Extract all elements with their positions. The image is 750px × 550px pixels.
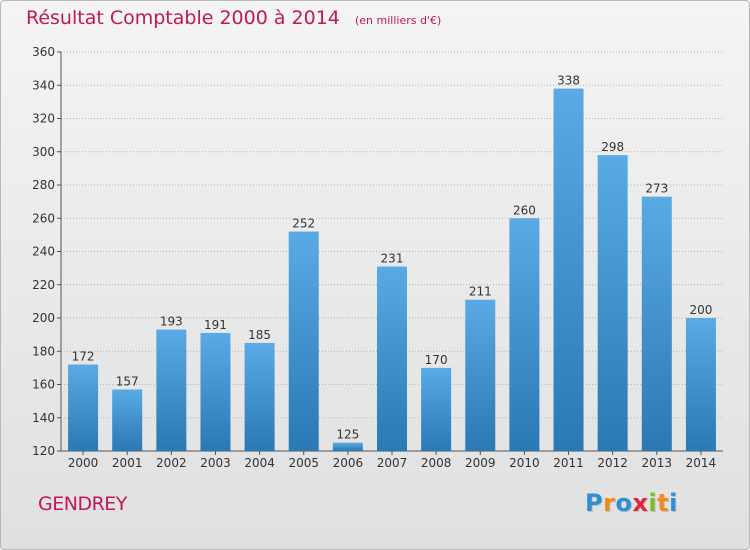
bar — [377, 266, 407, 451]
data-label: 193 — [160, 315, 183, 329]
x-tick-label: 2002 — [156, 456, 187, 470]
chart-title-group: Résultat Comptable 2000 à 2014 (en milli… — [26, 7, 441, 29]
chart-unit: (en milliers d'€) — [354, 14, 442, 27]
y-tick-label: 280 — [32, 178, 55, 192]
bar — [156, 329, 187, 451]
x-tick-label: 2009 — [465, 456, 496, 470]
x-tick-label: 2004 — [244, 456, 275, 470]
x-tick-label: 2014 — [686, 456, 717, 470]
data-label: 172 — [72, 350, 95, 364]
bar — [68, 364, 99, 451]
logo-letter: o — [615, 489, 633, 517]
chart-title: Résultat Comptable 2000 à 2014 — [26, 7, 340, 29]
bar — [244, 342, 275, 451]
x-tick-label: 2005 — [288, 456, 319, 470]
logo-letter: r — [603, 489, 616, 517]
data-label: 298 — [601, 140, 624, 154]
x-tick-label: 2012 — [597, 456, 628, 470]
place-name: GENDREY — [38, 493, 127, 515]
logo-letter: i — [648, 489, 658, 517]
y-tick-label: 360 — [32, 45, 55, 59]
data-label: 170 — [425, 353, 448, 367]
bar — [553, 88, 584, 451]
y-tick-label: 180 — [32, 344, 55, 358]
data-label: 211 — [469, 285, 492, 299]
logo-letter: P — [585, 489, 604, 517]
bar — [465, 299, 496, 451]
data-label: 157 — [116, 374, 139, 388]
x-tick-label: 2001 — [112, 456, 143, 470]
y-tick-label: 120 — [32, 444, 55, 458]
bar — [112, 389, 143, 451]
y-tick-label: 220 — [32, 278, 55, 292]
data-label: 125 — [336, 428, 359, 442]
bar — [200, 332, 231, 451]
y-tick-label: 260 — [32, 211, 55, 225]
data-label: 260 — [513, 203, 536, 217]
x-tick-label: 2013 — [642, 456, 673, 470]
y-tick-label: 200 — [32, 311, 55, 325]
data-label: 191 — [204, 318, 227, 332]
x-tick-label: 2011 — [553, 456, 584, 470]
y-tick-label: 160 — [32, 378, 55, 392]
data-label: 273 — [645, 182, 668, 196]
data-label: 338 — [557, 74, 580, 88]
y-tick-label: 320 — [32, 112, 55, 126]
data-label: 185 — [248, 328, 271, 342]
x-tick-label: 2008 — [421, 456, 452, 470]
x-tick-label: 2003 — [200, 456, 231, 470]
data-label: 231 — [381, 251, 404, 265]
bar — [685, 318, 716, 451]
data-label: 200 — [689, 303, 712, 317]
y-tick-label: 300 — [32, 145, 55, 159]
logo-letter: i — [669, 489, 678, 517]
bar — [332, 442, 363, 451]
x-tick-label: 2007 — [377, 456, 408, 470]
proxiti-logo: Proxiti — [585, 489, 678, 517]
bar — [421, 367, 452, 451]
x-tick-label: 2000 — [68, 456, 99, 470]
bar — [509, 218, 540, 451]
y-tick-label: 240 — [32, 245, 55, 259]
bar — [288, 231, 319, 451]
y-tick-label: 340 — [32, 78, 55, 92]
x-tick-label: 2006 — [333, 456, 364, 470]
data-label: 252 — [292, 217, 315, 231]
logo-letter: x — [632, 489, 649, 517]
bar — [597, 155, 628, 451]
y-tick-label: 140 — [32, 411, 55, 425]
bar — [641, 196, 672, 451]
logo-letter: t — [657, 489, 670, 517]
x-tick-label: 2010 — [509, 456, 540, 470]
